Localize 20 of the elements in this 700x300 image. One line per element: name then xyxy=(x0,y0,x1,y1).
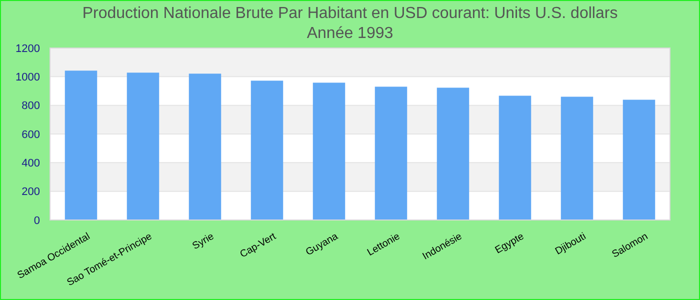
bar xyxy=(374,86,408,220)
chart-title: Production Nationale Brute Par Habitant en USD courant: Units U.S. dollars xyxy=(82,5,618,22)
y-tick-label: 1000 xyxy=(16,72,40,84)
y-tick-label: 600 xyxy=(22,128,40,141)
bar xyxy=(312,82,346,220)
y-tick-label: 400 xyxy=(22,158,40,170)
bar xyxy=(498,96,532,220)
x-tick-label: Syrie xyxy=(190,230,216,252)
y-tick-label: 1200 xyxy=(16,42,40,55)
bar xyxy=(560,96,594,220)
bar xyxy=(622,100,656,220)
bar xyxy=(188,74,222,220)
y-tick-label: 200 xyxy=(22,186,40,198)
y-tick-label: 800 xyxy=(22,100,40,112)
bar xyxy=(64,70,98,220)
chart-subtitle: Année 1993 xyxy=(306,25,394,42)
bar xyxy=(436,88,470,220)
y-tick-label: 0 xyxy=(34,214,40,227)
bar xyxy=(126,72,160,220)
bar xyxy=(250,80,284,220)
